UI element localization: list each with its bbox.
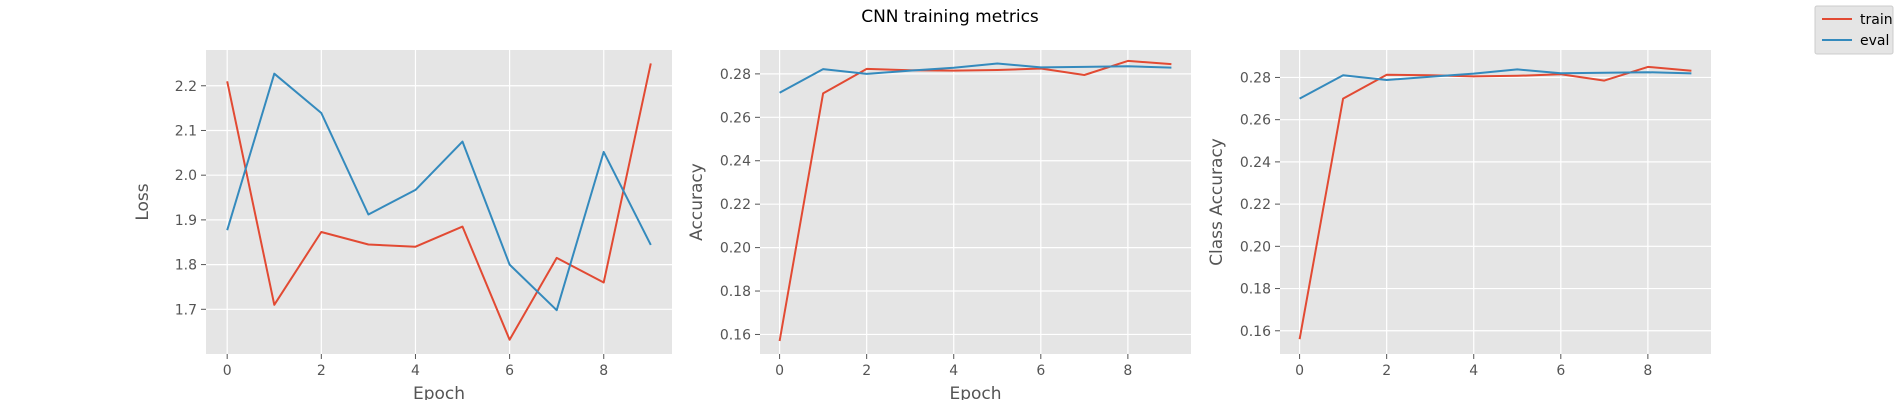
x-tick-label: 8 [1643, 363, 1652, 379]
series-line-train [778, 59, 1172, 342]
y-tick-label: 0.20 [720, 241, 751, 257]
x-tick-label: 8 [599, 363, 608, 379]
x-tick-label: 6 [505, 363, 514, 379]
plot-area [1280, 50, 1711, 354]
y-tick-label: 0.18 [1240, 282, 1271, 298]
x-tick-label: 2 [862, 363, 871, 379]
y-tick-label: 0.16 [1240, 324, 1271, 340]
subplot-2: 0 2 4 6 8 0.16 0.18 0.20 0.22 0.24 0.26 0.28 Epoch Ac… [687, 50, 1191, 400]
y-tick-label: 1.7 [175, 302, 197, 318]
y-tick-label: 0.24 [1240, 155, 1271, 171]
x-tick-label: 4 [1469, 363, 1478, 379]
y-tick-label: 0.26 [1240, 113, 1271, 129]
y-tick-label: 0.18 [720, 284, 751, 300]
x-tick-label: 6 [1036, 363, 1045, 379]
x-tick-label: 2 [317, 363, 326, 379]
y-tick-label: 0.24 [720, 154, 751, 170]
x-tick-label: 4 [949, 363, 958, 379]
x-tick-label: 0 [1295, 363, 1304, 379]
series-line-eval [779, 62, 1172, 94]
y-tick-label: 0.22 [720, 197, 751, 213]
x-tick-label: 0 [223, 363, 232, 379]
figure-title: CNN training metrics [861, 7, 1039, 27]
y-tick-label: 1.9 [175, 213, 197, 229]
x-tick-label: 2 [1382, 363, 1391, 379]
series-line-train [226, 63, 652, 341]
y-tick-label: 0.28 [1240, 70, 1271, 86]
y-tick-label: 0.26 [720, 110, 751, 126]
subplots: 0 2 4 6 8 1.7 1.8 1.9 2.0 2.1 2.2 Epoch Loss 0 2 4 6 8 0.1… [133, 50, 1711, 400]
legend-label-train: train [1860, 12, 1893, 28]
y-tick-label: 0.20 [1240, 239, 1271, 255]
y-axis-label: Accuracy [687, 163, 707, 241]
y-tick-label: 2.0 [175, 168, 197, 184]
y-tick-label: 2.2 [175, 79, 197, 95]
x-axis-label: Epoch [413, 384, 465, 400]
y-tick-label: 1.8 [175, 258, 197, 274]
y-tick-label: 0.16 [720, 327, 751, 343]
series-line-train [1298, 65, 1692, 340]
x-tick-label: 8 [1123, 363, 1132, 379]
y-tick-label: 0.28 [720, 67, 751, 83]
x-axis-label: Epoch [949, 384, 1001, 400]
plot-area [760, 50, 1191, 354]
y-tick-label: 2.1 [175, 123, 197, 139]
y-axis-label: Loss [133, 183, 153, 220]
subplot-3: 0 2 4 6 8 0.16 0.18 0.20 0.22 0.24 0.26 0.28 Class A… [1207, 50, 1711, 379]
series-line-eval [1299, 68, 1692, 100]
series-line-eval [226, 72, 652, 312]
y-tick-label: 0.22 [1240, 197, 1271, 213]
x-tick-label: 6 [1556, 363, 1565, 379]
legend: train eval [1814, 5, 1894, 55]
x-tick-label: 4 [411, 363, 420, 379]
plot-area [206, 50, 672, 354]
subplot-1: 0 2 4 6 8 1.7 1.8 1.9 2.0 2.1 2.2 Epoch Loss [133, 50, 672, 400]
x-tick-label: 0 [775, 363, 784, 379]
legend-label-eval: eval [1860, 33, 1889, 49]
y-axis-label: Class Accuracy [1207, 138, 1227, 266]
